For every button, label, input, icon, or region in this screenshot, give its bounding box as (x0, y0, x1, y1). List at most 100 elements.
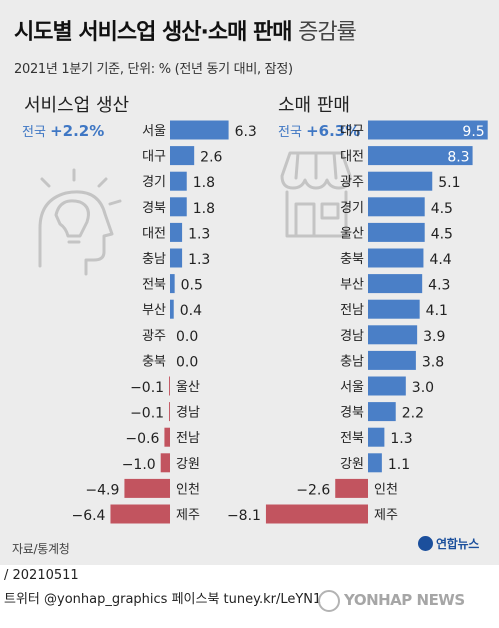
category-label: 제주 (374, 508, 398, 523)
title-suffix: 증감률 (298, 20, 357, 45)
bar-서울 (170, 120, 229, 140)
bar-울산 (169, 376, 170, 396)
category-label: 전남 (340, 303, 364, 318)
value-label: 6.3 (235, 124, 257, 140)
bar-전북 (170, 274, 175, 294)
category-label: 대전 (340, 150, 364, 165)
value-label: 3.8 (422, 354, 444, 370)
page-title: 시도별 서비스업 생산·소매 판매 증감률 (14, 14, 357, 46)
category-label: 경남 (176, 406, 200, 421)
footer-brand: YONHAP NEWS (318, 590, 465, 612)
value-label: 1.8 (193, 201, 215, 217)
value-label: 4.1 (426, 303, 448, 319)
category-label: 경북 (142, 201, 166, 216)
value-label: −6.4 (71, 508, 105, 524)
bar-부산 (170, 299, 174, 319)
value-label: 0.0 (176, 329, 198, 345)
bar-대구 (170, 146, 195, 166)
category-label: 서울 (340, 380, 364, 395)
value-label: 0.0 (176, 354, 198, 370)
category-label: 대전 (142, 226, 166, 241)
bar-인천 (124, 478, 170, 498)
bar-경기 (368, 197, 425, 217)
category-label: 전북 (340, 431, 364, 446)
value-label: 1.3 (188, 252, 210, 268)
category-label: 대구 (340, 124, 364, 139)
value-label: 1.8 (193, 175, 215, 191)
category-label: 제주 (176, 508, 200, 523)
bar-서울 (368, 376, 406, 396)
bar-전남 (368, 299, 420, 319)
bar-충남 (170, 248, 183, 268)
bar-대전 (170, 222, 183, 242)
category-label: 충북 (340, 252, 364, 267)
bar-충북 (368, 248, 424, 268)
bar-경남 (368, 325, 418, 345)
category-label: 울산 (176, 380, 200, 395)
category-label: 전북 (142, 278, 166, 293)
category-label: 대구 (142, 150, 166, 165)
bar-전북 (368, 427, 385, 447)
bar-강원 (368, 453, 382, 473)
value-label: −1.0 (122, 457, 156, 473)
value-label: 4.3 (428, 278, 450, 294)
footer-social: 트위터 @yonhap_graphics 페이스북 tuney.kr/LeYN1 (4, 592, 322, 607)
storefront-icon (280, 151, 352, 238)
value-label: 4.4 (429, 252, 451, 268)
bar-부산 (368, 274, 423, 294)
bar-충남 (368, 350, 416, 370)
bar-제주 (110, 504, 170, 524)
footer-date: / 20210511 (4, 568, 79, 583)
category-label: 울산 (340, 226, 364, 241)
bar-인천 (335, 478, 368, 498)
category-label: 부산 (340, 278, 364, 293)
bar-경기 (170, 171, 187, 191)
category-label: 부산 (142, 303, 166, 318)
bar-경북 (368, 402, 396, 422)
category-label: 강원 (340, 457, 364, 472)
value-label: 3.9 (423, 329, 445, 345)
brand-icon (318, 590, 340, 612)
bar-울산 (368, 222, 425, 242)
bar-강원 (160, 453, 170, 473)
category-label: 경남 (340, 329, 364, 344)
value-label: 8.3 (447, 150, 469, 166)
value-label: −0.1 (130, 406, 164, 422)
bar-대전 (368, 146, 473, 166)
brand-text: YONHAP NEWS (344, 591, 465, 609)
value-label: 4.5 (431, 201, 453, 217)
category-label: 충남 (340, 354, 364, 369)
bar-대구 (368, 120, 488, 140)
national-total: 전국 +6.3% (278, 122, 360, 140)
lightbulb-head-icon (38, 168, 122, 276)
value-label: 4.5 (431, 226, 453, 242)
value-label: −2.6 (296, 482, 330, 498)
category-label: 경기 (340, 201, 364, 216)
category-label: 충북 (142, 354, 166, 369)
value-label: −8.1 (227, 508, 261, 524)
value-label: 2.2 (402, 406, 424, 422)
value-label: 1.3 (188, 226, 210, 242)
logo-icon (418, 536, 433, 551)
bar-광주 (368, 171, 433, 191)
category-label: 광주 (340, 175, 364, 190)
value-label: 1.1 (388, 457, 410, 473)
national-total: 전국 +2.2% (22, 122, 104, 140)
value-label: 0.5 (181, 278, 203, 294)
category-label: 강원 (176, 457, 200, 472)
bar-전남 (164, 427, 170, 447)
value-label: 5.1 (438, 175, 460, 191)
bar-경남 (169, 402, 170, 422)
category-label: 경북 (340, 406, 364, 421)
value-label: 0.4 (180, 303, 202, 319)
value-label: −0.6 (125, 431, 159, 447)
value-label: 1.3 (390, 431, 412, 447)
page-subtitle: 2021년 1분기 기준, 단위: % (전년 동기 대비, 잠정) (14, 62, 293, 77)
value-label: 9.5 (462, 124, 484, 140)
yonhap-logo: 연합뉴스 (418, 535, 479, 552)
logo-text: 연합뉴스 (436, 537, 479, 551)
panel-title: 소매 판매 (278, 95, 350, 116)
